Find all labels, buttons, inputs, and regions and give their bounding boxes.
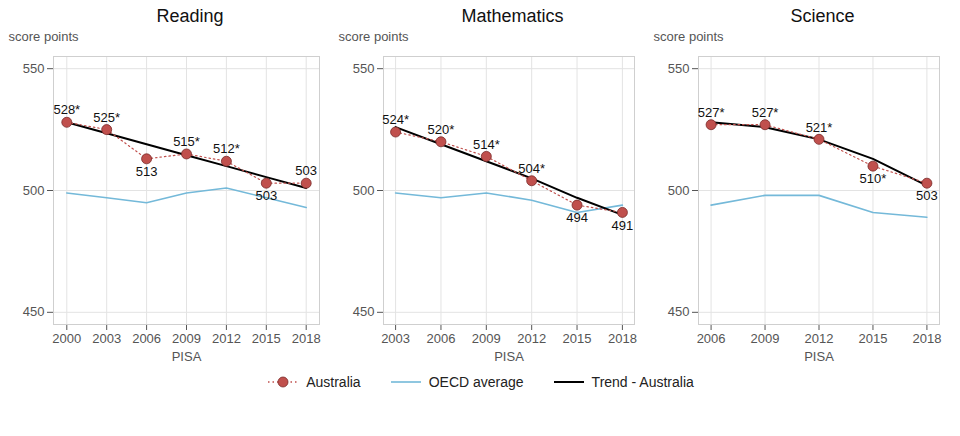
svg-text:450: 450 [23, 304, 45, 319]
svg-text:513: 513 [136, 164, 158, 179]
svg-text:PISA: PISA [804, 349, 834, 364]
svg-text:450: 450 [668, 304, 690, 319]
html-text:OECD average: OECD average [428, 374, 524, 390]
svg-text:527*: 527* [698, 105, 725, 120]
svg-text:2006: 2006 [697, 331, 726, 346]
svg-text:2003: 2003 [381, 331, 410, 346]
svg-text:PISA: PISA [172, 349, 202, 364]
svg-text:500: 500 [353, 183, 375, 198]
svg-text:528*: 528* [53, 102, 80, 117]
svg-text:2015: 2015 [858, 331, 887, 346]
svg-text:2018: 2018 [912, 331, 941, 346]
svg-text:2006: 2006 [132, 331, 161, 346]
svg-text:score points: score points [654, 29, 725, 44]
svg-text:550: 550 [23, 61, 45, 76]
html-text:Mathematics: Mathematics [461, 6, 564, 26]
html-text:Australia: Australia [306, 374, 361, 390]
svg-text:491: 491 [612, 218, 634, 233]
html-text:Trend - Australia: Trend - Australia [591, 374, 694, 390]
svg-text:2015: 2015 [252, 331, 281, 346]
html-text:Reading: Reading [156, 6, 224, 26]
svg-text:520*: 520* [428, 122, 455, 137]
svg-text:494: 494 [566, 210, 588, 225]
svg-text:515*: 515* [173, 134, 200, 149]
svg-text:2012: 2012 [805, 331, 834, 346]
svg-text:524*: 524* [382, 112, 409, 127]
svg-text:2018: 2018 [292, 331, 321, 346]
svg-text:550: 550 [353, 61, 375, 76]
svg-text:450: 450 [353, 304, 375, 319]
svg-text:2012: 2012 [212, 331, 241, 346]
svg-text:503: 503 [295, 163, 317, 178]
svg-text:2015: 2015 [563, 331, 592, 346]
svg-text:2003: 2003 [92, 331, 121, 346]
svg-text:2000: 2000 [52, 331, 81, 346]
svg-text:2009: 2009 [172, 331, 201, 346]
svg-text:503: 503 [255, 188, 277, 203]
svg-text:PISA: PISA [494, 349, 524, 364]
svg-text:510*: 510* [860, 171, 887, 186]
html-text:Science: Science [790, 6, 855, 26]
svg-text:512*: 512* [213, 141, 240, 156]
svg-text:score points: score points [9, 29, 80, 44]
svg-text:503: 503 [916, 188, 938, 203]
svg-text:2009: 2009 [472, 331, 501, 346]
svg-text:550: 550 [668, 61, 690, 76]
svg-text:2006: 2006 [426, 331, 455, 346]
svg-text:500: 500 [668, 183, 690, 198]
svg-text:500: 500 [23, 183, 45, 198]
svg-text:525*: 525* [93, 110, 120, 125]
svg-text:score points: score points [339, 29, 410, 44]
svg-text:527*: 527* [752, 105, 779, 120]
svg-text:514*: 514* [473, 137, 500, 152]
svg-text:504*: 504* [518, 161, 545, 176]
svg-text:2012: 2012 [517, 331, 546, 346]
svg-text:521*: 521* [806, 119, 833, 134]
svg-text:2009: 2009 [751, 331, 780, 346]
svg-text:2018: 2018 [608, 331, 637, 346]
